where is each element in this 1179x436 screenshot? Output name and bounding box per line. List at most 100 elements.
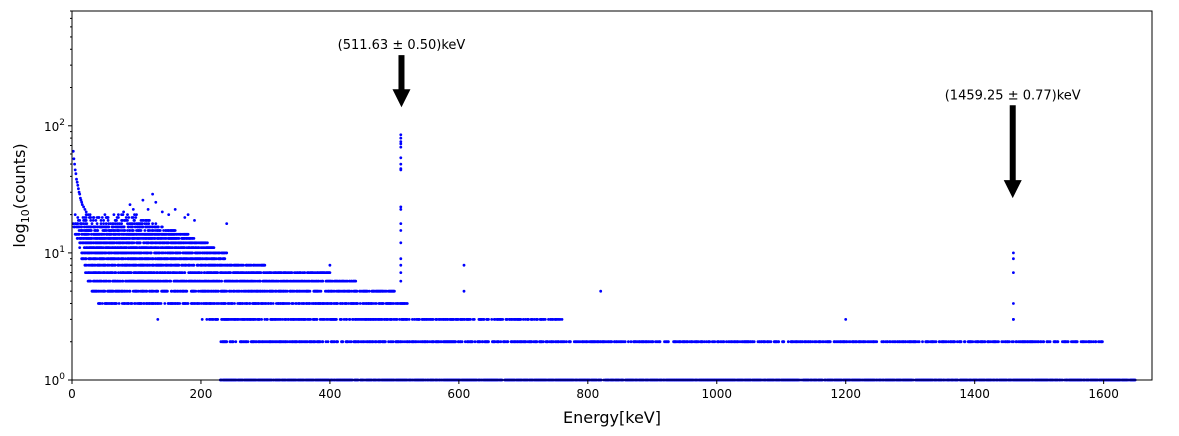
data-point — [87, 232, 91, 236]
data-point — [95, 222, 99, 226]
data-point — [103, 289, 107, 293]
data-point — [552, 340, 555, 344]
data-point — [546, 340, 550, 344]
data-point — [117, 216, 120, 219]
data-point — [151, 222, 155, 226]
data-point — [205, 318, 209, 321]
data-point — [357, 340, 361, 344]
data-point — [934, 340, 938, 344]
data-point — [177, 237, 181, 240]
data-point — [194, 289, 198, 293]
data-point — [154, 222, 158, 226]
data-point — [220, 279, 224, 283]
data-point — [399, 162, 403, 166]
data-point — [599, 289, 603, 293]
data-point — [667, 340, 670, 344]
data-point — [374, 340, 378, 344]
data-point — [183, 216, 187, 219]
data-point — [99, 222, 103, 226]
data-point — [398, 318, 401, 321]
data-point — [462, 263, 466, 267]
data-point — [157, 225, 160, 229]
data-point — [163, 302, 167, 305]
data-point — [1012, 251, 1015, 255]
data-point — [156, 289, 160, 293]
data-point — [305, 340, 309, 344]
data-point — [482, 318, 486, 321]
data-point — [84, 219, 88, 222]
data-point — [231, 340, 235, 344]
data-point — [146, 208, 150, 211]
data-point — [1012, 271, 1015, 274]
data-point — [460, 340, 464, 344]
data-point — [147, 222, 151, 226]
data-point — [266, 318, 269, 321]
data-point — [104, 222, 108, 226]
data-point — [89, 219, 93, 222]
data-point — [102, 219, 105, 222]
data-point — [713, 340, 717, 344]
data-point — [154, 200, 158, 204]
data-point — [291, 302, 295, 305]
data-point — [1008, 340, 1011, 344]
data-point — [399, 263, 403, 267]
data-point — [206, 241, 209, 245]
data-point — [324, 340, 328, 344]
data-point — [127, 216, 131, 219]
data-point — [1101, 340, 1104, 344]
data-point — [76, 222, 80, 226]
data-point — [456, 318, 460, 321]
data-point — [123, 229, 127, 232]
data-point — [1037, 340, 1040, 344]
data-point — [350, 289, 354, 293]
data-point — [96, 229, 100, 232]
data-point — [399, 279, 403, 283]
data-point — [530, 340, 534, 344]
data-point — [173, 208, 177, 211]
data-points-layer — [71, 133, 1137, 382]
data-point — [131, 229, 135, 232]
data-point — [246, 340, 250, 344]
data-point — [481, 340, 485, 344]
data-point — [122, 210, 125, 214]
data-point — [259, 271, 263, 274]
data-point — [160, 210, 164, 214]
data-point — [258, 279, 262, 283]
data-point — [399, 208, 403, 211]
data-point — [769, 340, 773, 344]
data-point — [281, 318, 285, 321]
data-point — [487, 318, 490, 321]
data-point — [959, 340, 963, 344]
data-point — [178, 251, 182, 255]
data-point — [328, 271, 332, 274]
data-point — [399, 205, 403, 209]
data-point — [541, 340, 545, 344]
data-point — [260, 318, 263, 321]
data-point — [349, 340, 353, 344]
data-point — [399, 156, 403, 160]
data-point — [141, 225, 145, 229]
data-point — [697, 340, 701, 344]
data-point — [997, 340, 1000, 344]
data-point — [309, 318, 312, 321]
data-point — [1012, 257, 1015, 261]
data-point — [333, 289, 336, 293]
data-point — [400, 340, 404, 344]
data-point — [100, 216, 104, 219]
data-point — [84, 210, 88, 214]
data-point — [128, 289, 132, 293]
data-point — [115, 302, 118, 305]
data-point — [75, 177, 78, 181]
data-point — [348, 318, 352, 321]
data-point — [1084, 340, 1088, 344]
data-point — [335, 318, 338, 321]
data-point — [326, 340, 330, 344]
data-point — [471, 340, 474, 344]
data-point — [473, 340, 477, 344]
data-point — [454, 340, 457, 344]
data-point — [225, 340, 229, 344]
data-point — [1042, 340, 1046, 344]
data-point — [186, 213, 190, 217]
data-point — [158, 229, 162, 232]
data-point — [80, 225, 84, 229]
